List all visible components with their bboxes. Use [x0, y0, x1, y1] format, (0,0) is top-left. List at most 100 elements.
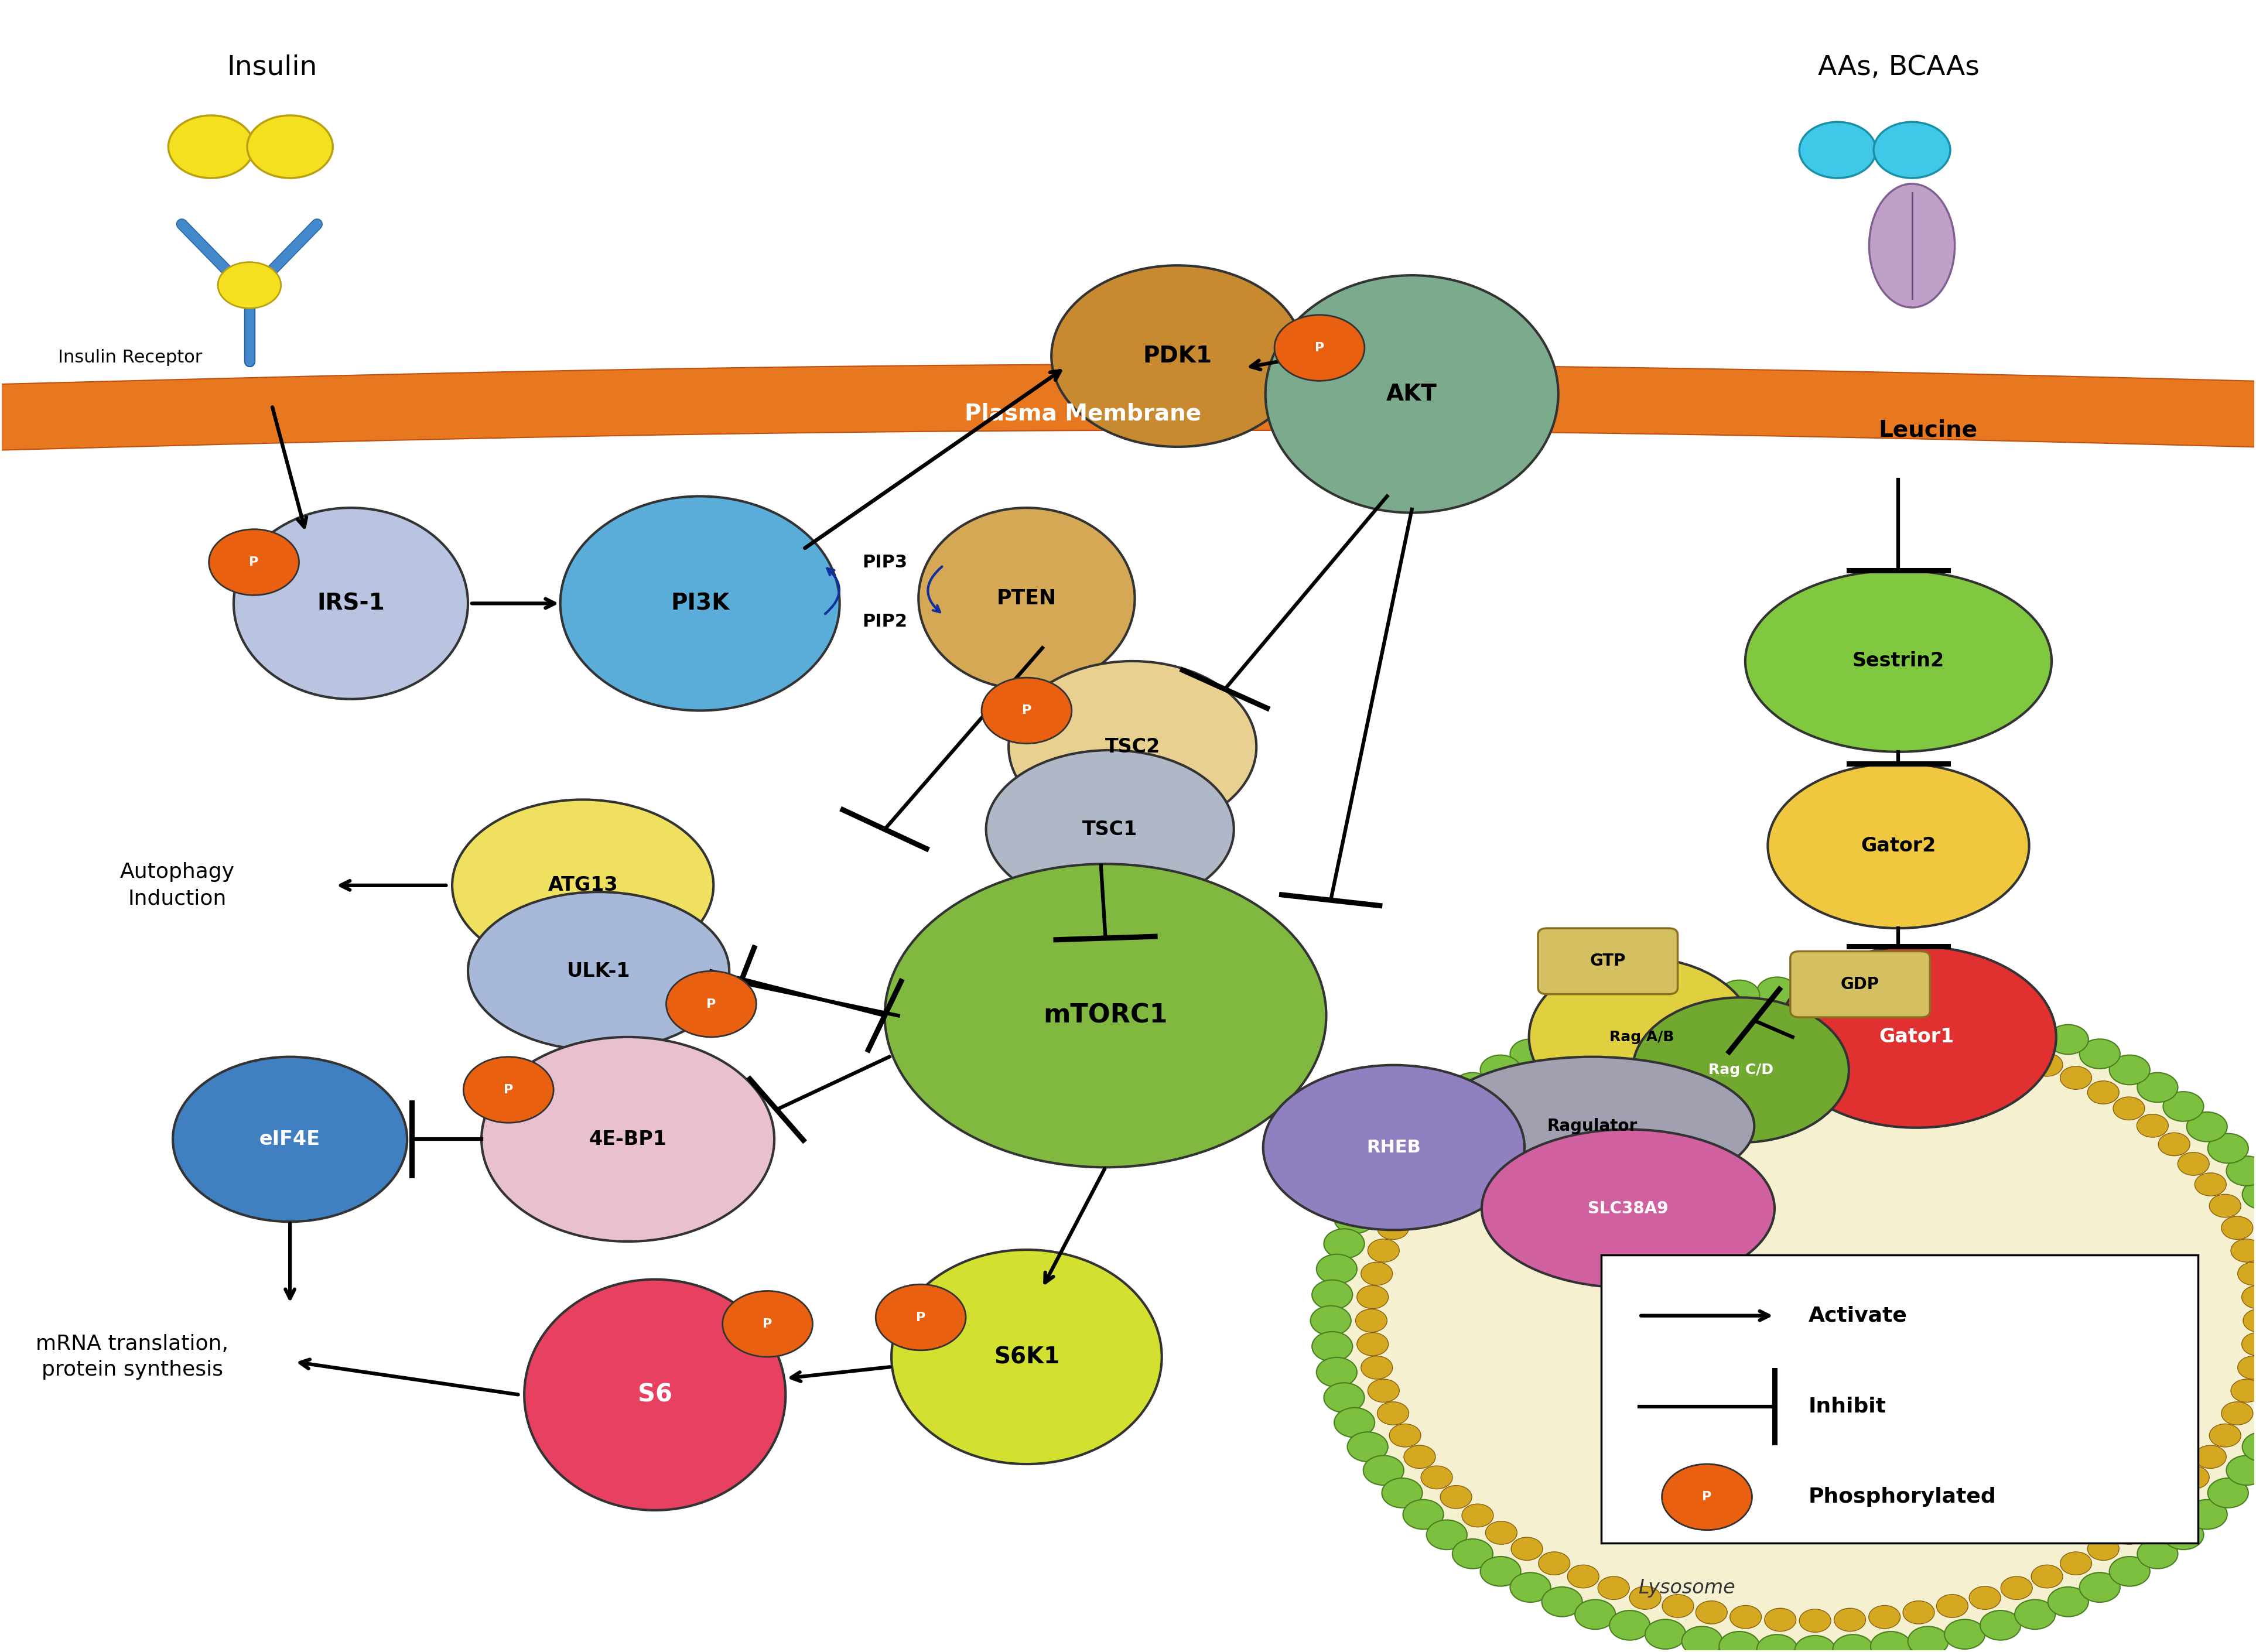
Circle shape — [2242, 1432, 2256, 1462]
Circle shape — [1376, 1216, 1408, 1239]
Circle shape — [1875, 122, 1949, 178]
Circle shape — [875, 1284, 966, 1350]
Circle shape — [1663, 1594, 1694, 1617]
Text: TSC2: TSC2 — [1105, 737, 1160, 757]
Text: P: P — [503, 1084, 514, 1095]
Circle shape — [248, 116, 334, 178]
Circle shape — [2114, 1097, 2145, 1120]
Ellipse shape — [884, 864, 1327, 1168]
Circle shape — [1324, 1383, 1365, 1412]
Ellipse shape — [174, 1057, 406, 1222]
Circle shape — [1356, 1285, 1387, 1308]
Circle shape — [1697, 1601, 1728, 1624]
Circle shape — [219, 263, 282, 309]
Circle shape — [1541, 1588, 1581, 1617]
Circle shape — [1834, 1609, 1866, 1631]
Circle shape — [1426, 1520, 1466, 1550]
Circle shape — [1360, 1262, 1392, 1285]
Ellipse shape — [1633, 998, 1850, 1143]
Circle shape — [1313, 1280, 1354, 1310]
Circle shape — [1719, 1632, 1760, 1652]
Circle shape — [2231, 1379, 2256, 1403]
Text: Plasma Membrane: Plasma Membrane — [966, 403, 1200, 425]
Circle shape — [1909, 985, 1949, 1014]
Circle shape — [1663, 1464, 1753, 1530]
Circle shape — [2186, 1112, 2227, 1142]
Ellipse shape — [1430, 1057, 1755, 1196]
Circle shape — [2048, 1024, 2089, 1054]
Text: P: P — [1703, 1492, 1712, 1503]
Circle shape — [1356, 1308, 1387, 1332]
Circle shape — [1356, 1333, 1387, 1356]
Text: S6: S6 — [638, 1383, 672, 1408]
Circle shape — [1902, 1601, 1933, 1624]
Circle shape — [1512, 1538, 1543, 1561]
Circle shape — [1480, 1056, 1521, 1085]
Circle shape — [2015, 1013, 2055, 1042]
Circle shape — [1609, 1611, 1649, 1640]
Circle shape — [2209, 1479, 2249, 1508]
Ellipse shape — [451, 800, 713, 971]
Circle shape — [1969, 1586, 2001, 1609]
Circle shape — [1539, 1066, 1570, 1089]
Text: GTP: GTP — [1590, 953, 1627, 970]
Circle shape — [1484, 1097, 1516, 1120]
Circle shape — [2109, 1556, 2150, 1586]
Circle shape — [1376, 1403, 1408, 1426]
Text: PTEN: PTEN — [997, 588, 1056, 608]
Text: Sestrin2: Sestrin2 — [1852, 651, 1945, 671]
Text: Activate: Activate — [1809, 1305, 1906, 1325]
Circle shape — [2030, 1054, 2062, 1077]
Text: P: P — [1022, 705, 1031, 717]
Text: ULK-1: ULK-1 — [566, 961, 629, 981]
Circle shape — [2195, 1446, 2227, 1469]
Circle shape — [2209, 1424, 2240, 1447]
Ellipse shape — [918, 507, 1135, 689]
Circle shape — [1832, 1634, 1872, 1652]
Text: P: P — [248, 557, 259, 568]
Circle shape — [2242, 1308, 2256, 1332]
Circle shape — [722, 1290, 812, 1356]
Text: Rag A/B: Rag A/B — [1609, 1029, 1674, 1044]
Circle shape — [2242, 1285, 2256, 1308]
Circle shape — [1796, 1635, 1836, 1652]
Ellipse shape — [467, 892, 729, 1051]
Circle shape — [981, 677, 1072, 743]
Circle shape — [2177, 1465, 2209, 1488]
Circle shape — [2209, 1133, 2249, 1163]
Circle shape — [2114, 1521, 2145, 1545]
Text: PIP3: PIP3 — [862, 553, 907, 570]
Circle shape — [1313, 1332, 1354, 1361]
Text: mTORC1: mTORC1 — [1042, 1003, 1169, 1028]
Circle shape — [1403, 1446, 1435, 1469]
Circle shape — [2209, 1194, 2240, 1218]
Ellipse shape — [481, 1037, 774, 1242]
Circle shape — [1367, 1379, 1399, 1403]
Circle shape — [2186, 1500, 2227, 1530]
Circle shape — [1764, 1009, 1796, 1032]
Circle shape — [1311, 1305, 1351, 1335]
Circle shape — [1512, 1080, 1543, 1104]
Circle shape — [1981, 1001, 2021, 1031]
Circle shape — [2231, 1239, 2256, 1262]
Circle shape — [1439, 1485, 1471, 1508]
Circle shape — [1360, 1356, 1392, 1379]
Text: AKT: AKT — [1387, 383, 1437, 405]
Ellipse shape — [1870, 183, 1954, 307]
Circle shape — [2242, 1180, 2256, 1209]
Circle shape — [1597, 1576, 1629, 1599]
Circle shape — [1568, 1564, 1600, 1588]
Text: P: P — [763, 1318, 772, 1330]
Circle shape — [1719, 980, 1760, 1009]
Ellipse shape — [1746, 570, 2051, 752]
Circle shape — [2164, 1520, 2204, 1550]
Circle shape — [1275, 316, 1365, 382]
Circle shape — [1363, 1156, 1403, 1186]
Circle shape — [1868, 1606, 1900, 1629]
Circle shape — [1318, 1254, 1358, 1284]
Text: TSC1: TSC1 — [1083, 819, 1137, 839]
Circle shape — [2227, 1156, 2256, 1186]
Circle shape — [1936, 1594, 1967, 1617]
Circle shape — [1936, 1024, 1967, 1047]
Text: Insulin Receptor: Insulin Receptor — [59, 349, 203, 367]
